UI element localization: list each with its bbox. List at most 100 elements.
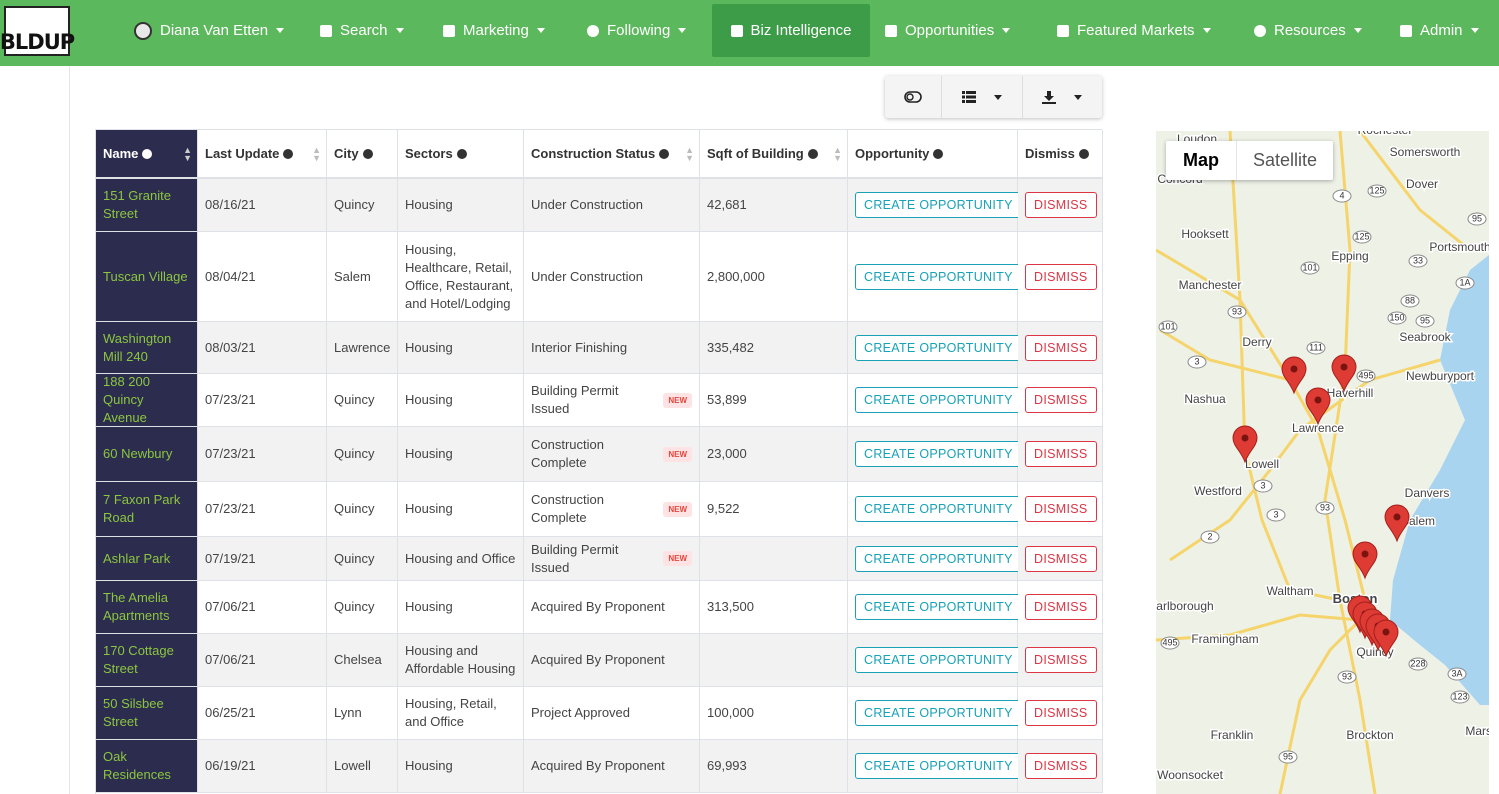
- sqft-cell: 2,800,000: [700, 232, 848, 322]
- road-number: 93: [1320, 502, 1330, 512]
- nav-label: Marketing: [463, 22, 529, 39]
- dismiss-button[interactable]: DISMISS: [1025, 753, 1097, 779]
- create-opportunity-button[interactable]: CREATE OPPORTUNITY: [855, 545, 1022, 572]
- nav-item[interactable]: Search: [320, 4, 404, 57]
- create-opportunity-button[interactable]: CREATE OPPORTUNITY: [855, 496, 1022, 522]
- road-shield: [1227, 305, 1247, 319]
- ocean: [1390, 255, 1489, 705]
- map-pin[interactable]: [1232, 425, 1258, 464]
- sqft-cell: 100,000: [700, 687, 848, 740]
- header-label: Sqft of Building: [707, 145, 804, 161]
- status-cell: Building Permit Issued NEW: [524, 537, 700, 581]
- sectors-cell: Housing: [398, 482, 524, 537]
- sectors: Housing, Healthcare, Retail, Office, Res…: [405, 241, 514, 311]
- logo[interactable]: BLDUP: [0, 6, 75, 56]
- road-shield: [1337, 670, 1357, 684]
- create-opportunity-button[interactable]: CREATE OPPORTUNITY: [855, 334, 1022, 361]
- nav-item[interactable]: Admin: [1400, 4, 1479, 57]
- status: Under Construction: [531, 197, 643, 212]
- status: Acquired By Proponent: [531, 758, 665, 773]
- dismiss-button[interactable]: DISMISS: [1025, 387, 1097, 413]
- nav-item[interactable]: Marketing: [443, 4, 545, 57]
- dismiss-button[interactable]: DISMISS: [1025, 263, 1097, 290]
- city-cell: Salem: [327, 232, 398, 322]
- create-opportunity-button[interactable]: CREATE OPPORTUNITY: [855, 192, 1022, 218]
- nav-item[interactable]: Biz Intelligence: [712, 4, 870, 57]
- nav-item[interactable]: Following: [587, 4, 687, 57]
- create-opportunity-button[interactable]: CREATE OPPORTUNITY: [855, 263, 1022, 290]
- project-link[interactable]: 170 Cottage Street: [103, 643, 174, 676]
- download-button[interactable]: [1023, 76, 1102, 118]
- nav-label: Diana Van Etten: [160, 22, 269, 39]
- last-update: 07/23/21: [205, 501, 256, 516]
- project-link[interactable]: Washington Mill 240: [103, 330, 172, 364]
- status-cell: Project Approved: [524, 687, 700, 740]
- create-opportunity-button[interactable]: CREATE OPPORTUNITY: [855, 700, 1022, 726]
- project-link[interactable]: 50 Silsbee Street: [103, 696, 164, 729]
- sectors-cell: Housing, Retail, and Office: [398, 687, 524, 740]
- column-header[interactable]: Last Update ▲ ▼: [198, 130, 327, 179]
- road-number: 95: [1283, 751, 1293, 761]
- opportunity-cell: CREATE OPPORTUNITY: [848, 581, 1022, 634]
- road-number: 93: [1232, 306, 1242, 316]
- last-update: 06/25/21: [205, 705, 256, 720]
- map-pin[interactable]: [1373, 619, 1399, 658]
- dismiss-button[interactable]: DISMISS: [1025, 594, 1097, 620]
- caret: [1202, 28, 1211, 33]
- create-opportunity-button[interactable]: CREATE OPPORTUNITY: [855, 753, 1022, 779]
- project-link[interactable]: The Amelia Apartments: [103, 590, 170, 623]
- project-link[interactable]: Oak Residences: [103, 749, 171, 782]
- column-header[interactable]: Construction Status ▲ ▼: [524, 130, 700, 179]
- project-link[interactable]: 7 Faxon Park Road: [103, 492, 181, 525]
- view-button[interactable]: [942, 76, 1023, 118]
- create-opportunity-button[interactable]: CREATE OPPORTUNITY: [855, 594, 1022, 620]
- dismiss-cell: DISMISS: [1018, 374, 1103, 427]
- nav-item[interactable]: Opportunities: [885, 4, 1011, 57]
- project-link[interactable]: 151 Granite Street: [103, 188, 171, 221]
- city-cell: Quincy: [327, 179, 398, 232]
- place-label: Woonsocket: [1157, 768, 1223, 782]
- dismiss-button[interactable]: DISMISS: [1025, 441, 1097, 467]
- nav-item[interactable]: Diana Van Etten: [134, 4, 285, 57]
- nav-item[interactable]: Featured Markets: [1057, 4, 1211, 57]
- dismiss-button[interactable]: DISMISS: [1025, 334, 1097, 361]
- last-update-cell: 07/19/21: [198, 537, 327, 581]
- caret: [1074, 94, 1083, 100]
- column-header[interactable]: Name ▲ ▼: [96, 130, 198, 179]
- project-link[interactable]: 60 Newbury: [103, 446, 173, 461]
- column-header: City: [327, 130, 398, 179]
- project-link[interactable]: 188 200 Quincy Avenue: [103, 374, 150, 425]
- column-header[interactable]: Sqft of Building ▲ ▼: [700, 130, 848, 179]
- map-pin[interactable]: [1305, 387, 1331, 426]
- dismiss-button[interactable]: DISMISS: [1025, 192, 1097, 218]
- map-type-tab[interactable]: Map: [1166, 141, 1237, 180]
- create-opportunity-button[interactable]: CREATE OPPORTUNITY: [855, 647, 1022, 673]
- road: [1228, 131, 1341, 602]
- dismiss-button[interactable]: DISMISS: [1025, 545, 1097, 572]
- dismiss-button[interactable]: DISMISS: [1025, 647, 1097, 673]
- map-pin[interactable]: [1281, 356, 1307, 395]
- dismiss-cell: DISMISS: [1018, 427, 1103, 482]
- dismiss-button[interactable]: DISMISS: [1025, 496, 1097, 522]
- project-link[interactable]: Ashlar Park: [103, 550, 171, 566]
- last-update-cell: 06/19/21: [198, 740, 327, 793]
- map-pin[interactable]: [1352, 541, 1378, 580]
- status: Construction Complete: [531, 492, 604, 525]
- status: Building Permit Issued: [531, 541, 619, 575]
- map-pin[interactable]: [1331, 354, 1357, 393]
- nav-item[interactable]: Resources: [1254, 4, 1362, 57]
- toggle-button[interactable]: [885, 76, 943, 118]
- map[interactable]: LoudonRochesterSomersworthConcordDoverHo…: [1156, 131, 1489, 794]
- status-cell: Acquired By Proponent: [524, 634, 700, 687]
- dismiss-button[interactable]: DISMISS: [1025, 700, 1097, 726]
- last-update-cell: 06/25/21: [198, 687, 327, 740]
- create-opportunity-button[interactable]: CREATE OPPORTUNITY: [855, 387, 1022, 413]
- road-shield: [1158, 320, 1178, 334]
- road-shield: [1200, 530, 1220, 544]
- project-link[interactable]: Tuscan Village: [103, 268, 188, 284]
- create-opportunity-button[interactable]: CREATE OPPORTUNITY: [855, 441, 1022, 467]
- map-pin[interactable]: [1384, 504, 1410, 543]
- name-cell: Tuscan Village: [96, 232, 198, 322]
- road-shield: [1352, 230, 1372, 244]
- map-type-tab[interactable]: Satellite: [1253, 150, 1318, 170]
